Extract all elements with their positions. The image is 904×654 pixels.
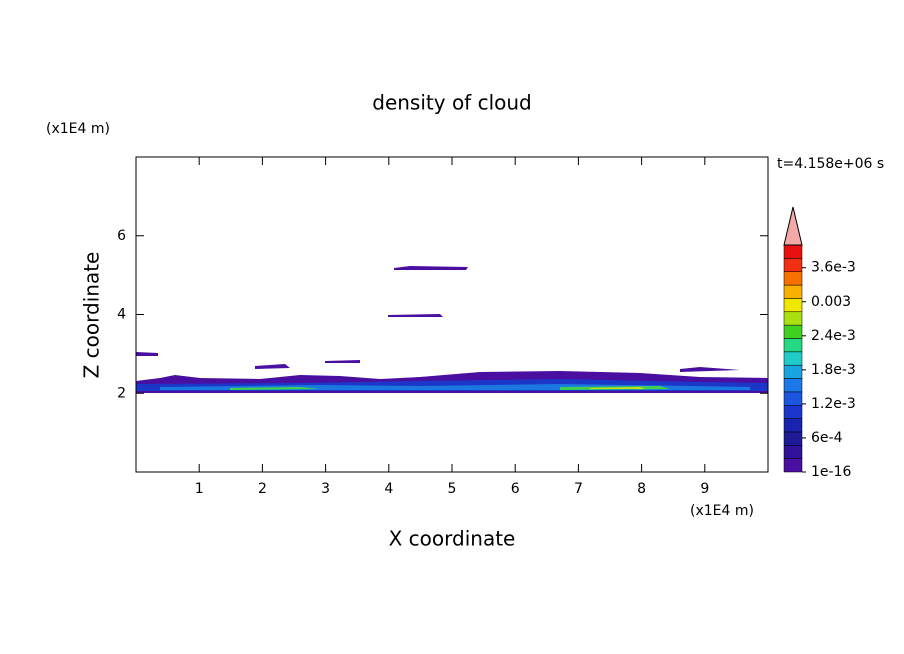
colorbar-band [783, 418, 803, 433]
x-tick-label: 8 [637, 481, 646, 497]
y-axis-label: Z coordinate [80, 252, 104, 379]
colorbar-band [783, 284, 803, 299]
colorbar-band [783, 244, 803, 259]
colorbar-band [783, 458, 803, 473]
plot-frame [135, 156, 769, 473]
colorbar-tick-label: 1.8e-3 [811, 362, 856, 378]
x-tick-label: 1 [195, 481, 204, 497]
colorbar-tick-label: 1e-16 [811, 464, 851, 480]
colorbar-band [783, 364, 803, 379]
x-tick-label: 4 [384, 481, 393, 497]
colorbar-band [783, 324, 803, 339]
colorbar-band [783, 351, 803, 366]
colorbar-band [783, 258, 803, 272]
cloud-region [136, 352, 158, 356]
colorbar-tick-label: 1.2e-3 [811, 396, 856, 412]
cloud-region [255, 360, 740, 372]
x-tick-label: 5 [448, 481, 457, 497]
colorbar-tick-label: 3.6e-3 [811, 260, 856, 276]
cloud-field [136, 266, 768, 393]
colorbar-extend [783, 206, 803, 246]
colorbar-band [783, 338, 803, 353]
time-label: t=4.158e+06 s [777, 156, 884, 172]
cloud-region [394, 266, 468, 270]
cloud-region [388, 314, 443, 317]
x-tick-label: 7 [574, 481, 583, 497]
cloud-region [230, 386, 670, 390]
colorbar-band [783, 271, 803, 286]
colorbar-band [783, 404, 803, 419]
colorbar-tick-label: 0.003 [811, 294, 851, 310]
colorbar-band [783, 445, 803, 459]
x-unit: (x1E4 m) [690, 503, 754, 519]
x-axis-label: X coordinate [389, 527, 516, 551]
y-tick-label: 2 [117, 385, 126, 401]
y-tick-label: 4 [117, 307, 126, 323]
y-tick-label: 6 [117, 228, 126, 244]
colorbar-band [783, 311, 803, 326]
cloud-region [590, 387, 645, 389]
colorbar-tick-label: 2.4e-3 [811, 328, 856, 344]
x-tick-label: 2 [258, 481, 267, 497]
colorbar-band [783, 391, 803, 406]
chart-title: density of cloud [372, 91, 531, 115]
colorbar-band [783, 431, 803, 446]
x-tick-label: 6 [511, 481, 520, 497]
colorbar-tick-label: 6e-4 [811, 430, 843, 446]
colorbar-band [783, 298, 803, 313]
x-tick-label: 3 [321, 481, 330, 497]
x-tick-label: 9 [700, 481, 709, 497]
colorbar-band [783, 378, 803, 393]
y-unit: (x1E4 m) [46, 121, 110, 137]
